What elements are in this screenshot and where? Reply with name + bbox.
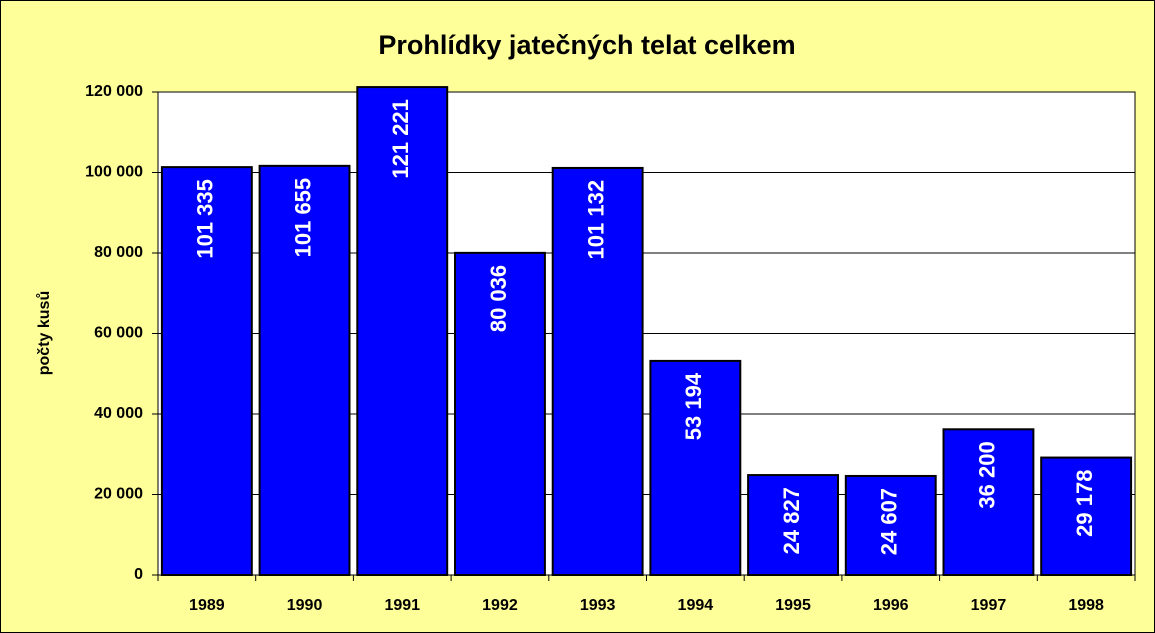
y-axis-label: počty kusů — [36, 291, 53, 375]
value-label: 80 036 — [486, 265, 511, 332]
value-label: 101 132 — [583, 180, 608, 260]
y-tick-label: 20 000 — [94, 486, 143, 503]
value-label: 29 178 — [1072, 470, 1097, 537]
x-tick-label: 1992 — [482, 597, 518, 614]
y-tick-label: 0 — [134, 566, 143, 583]
x-tick-label: 1995 — [775, 597, 811, 614]
y-tick-label: 100 000 — [85, 164, 143, 181]
bar — [160, 166, 253, 576]
value-label: 24 607 — [877, 488, 902, 555]
y-tick-label: 40 000 — [94, 405, 143, 422]
chart-title: Prohlídky jatečných telat celkem — [378, 30, 795, 60]
x-tick-label: 1989 — [189, 597, 225, 614]
x-tick-label: 1991 — [384, 597, 420, 614]
value-label: 121 221 — [388, 99, 413, 179]
value-label: 53 194 — [681, 372, 706, 440]
bar — [747, 474, 839, 576]
bar — [356, 86, 449, 576]
x-tick-label: 1994 — [678, 597, 714, 614]
bar — [649, 359, 742, 577]
x-tick-label: 1990 — [287, 597, 323, 614]
bar — [454, 251, 546, 576]
x-tick-label: 1993 — [580, 597, 616, 614]
x-tick-label: 1998 — [1068, 597, 1104, 614]
bar — [551, 166, 644, 576]
y-tick-label: 120 000 — [85, 83, 143, 100]
x-tick-label: 1997 — [971, 597, 1007, 614]
bar — [258, 164, 351, 576]
value-label: 101 335 — [193, 179, 218, 259]
y-tick-label: 60 000 — [94, 325, 143, 342]
bar — [844, 474, 937, 576]
bar — [942, 428, 1035, 577]
value-label: 101 655 — [290, 178, 315, 258]
value-label: 36 200 — [974, 441, 999, 508]
value-label: 24 827 — [779, 487, 804, 554]
x-tick-label: 1996 — [873, 597, 909, 614]
bar — [1040, 456, 1133, 577]
y-tick-label: 80 000 — [94, 244, 143, 261]
